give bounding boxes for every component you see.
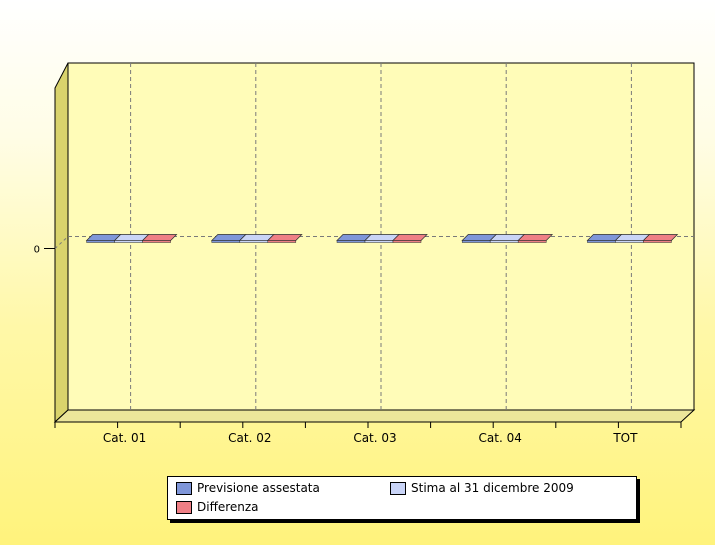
legend-swatch-1 [390,481,406,495]
x-tick-label: Cat. 01 [103,431,146,445]
x-tick-label: Cat. 04 [479,431,522,445]
legend-label-2: Differenza [197,500,259,514]
bar-edge [211,240,241,243]
legend: Previsione assestata Stima al 31 dicembr… [167,476,637,520]
legend-item-2: Differenza [176,500,259,514]
x-tick-label: Cat. 03 [353,431,396,445]
bar-edge [392,240,422,243]
floor [53,409,696,423]
bar-edge [587,240,616,243]
bar [517,234,554,241]
x-tick-label: TOT [612,431,638,445]
bar-edge [114,240,143,243]
bar-edge [336,240,366,243]
legend-swatch-2 [176,500,192,514]
bar [266,234,303,241]
bar-edge [489,240,519,243]
bar-edge [643,240,672,243]
bar-edge [461,240,491,243]
bar-edge [364,240,394,243]
legend-item-1: Stima al 31 dicembre 2009 [390,481,574,495]
legend-swatch-0 [176,481,192,495]
y-tick-label: 0 [34,245,40,256]
bar-edge [86,240,115,243]
bar-edge [142,240,171,243]
bar [141,234,178,241]
bar-edge [239,240,269,243]
legend-label-0: Previsione assestata [197,481,320,495]
legend-label-1: Stima al 31 dicembre 2009 [411,481,574,495]
x-tick-label: Cat. 02 [228,431,271,445]
bar [642,234,679,241]
bar-edge [517,240,547,243]
legend-item-0: Previsione assestata [176,481,320,495]
bar-edge [267,240,297,243]
bar [392,234,428,241]
bar-edge [615,240,644,243]
grid-line-side [54,236,69,249]
